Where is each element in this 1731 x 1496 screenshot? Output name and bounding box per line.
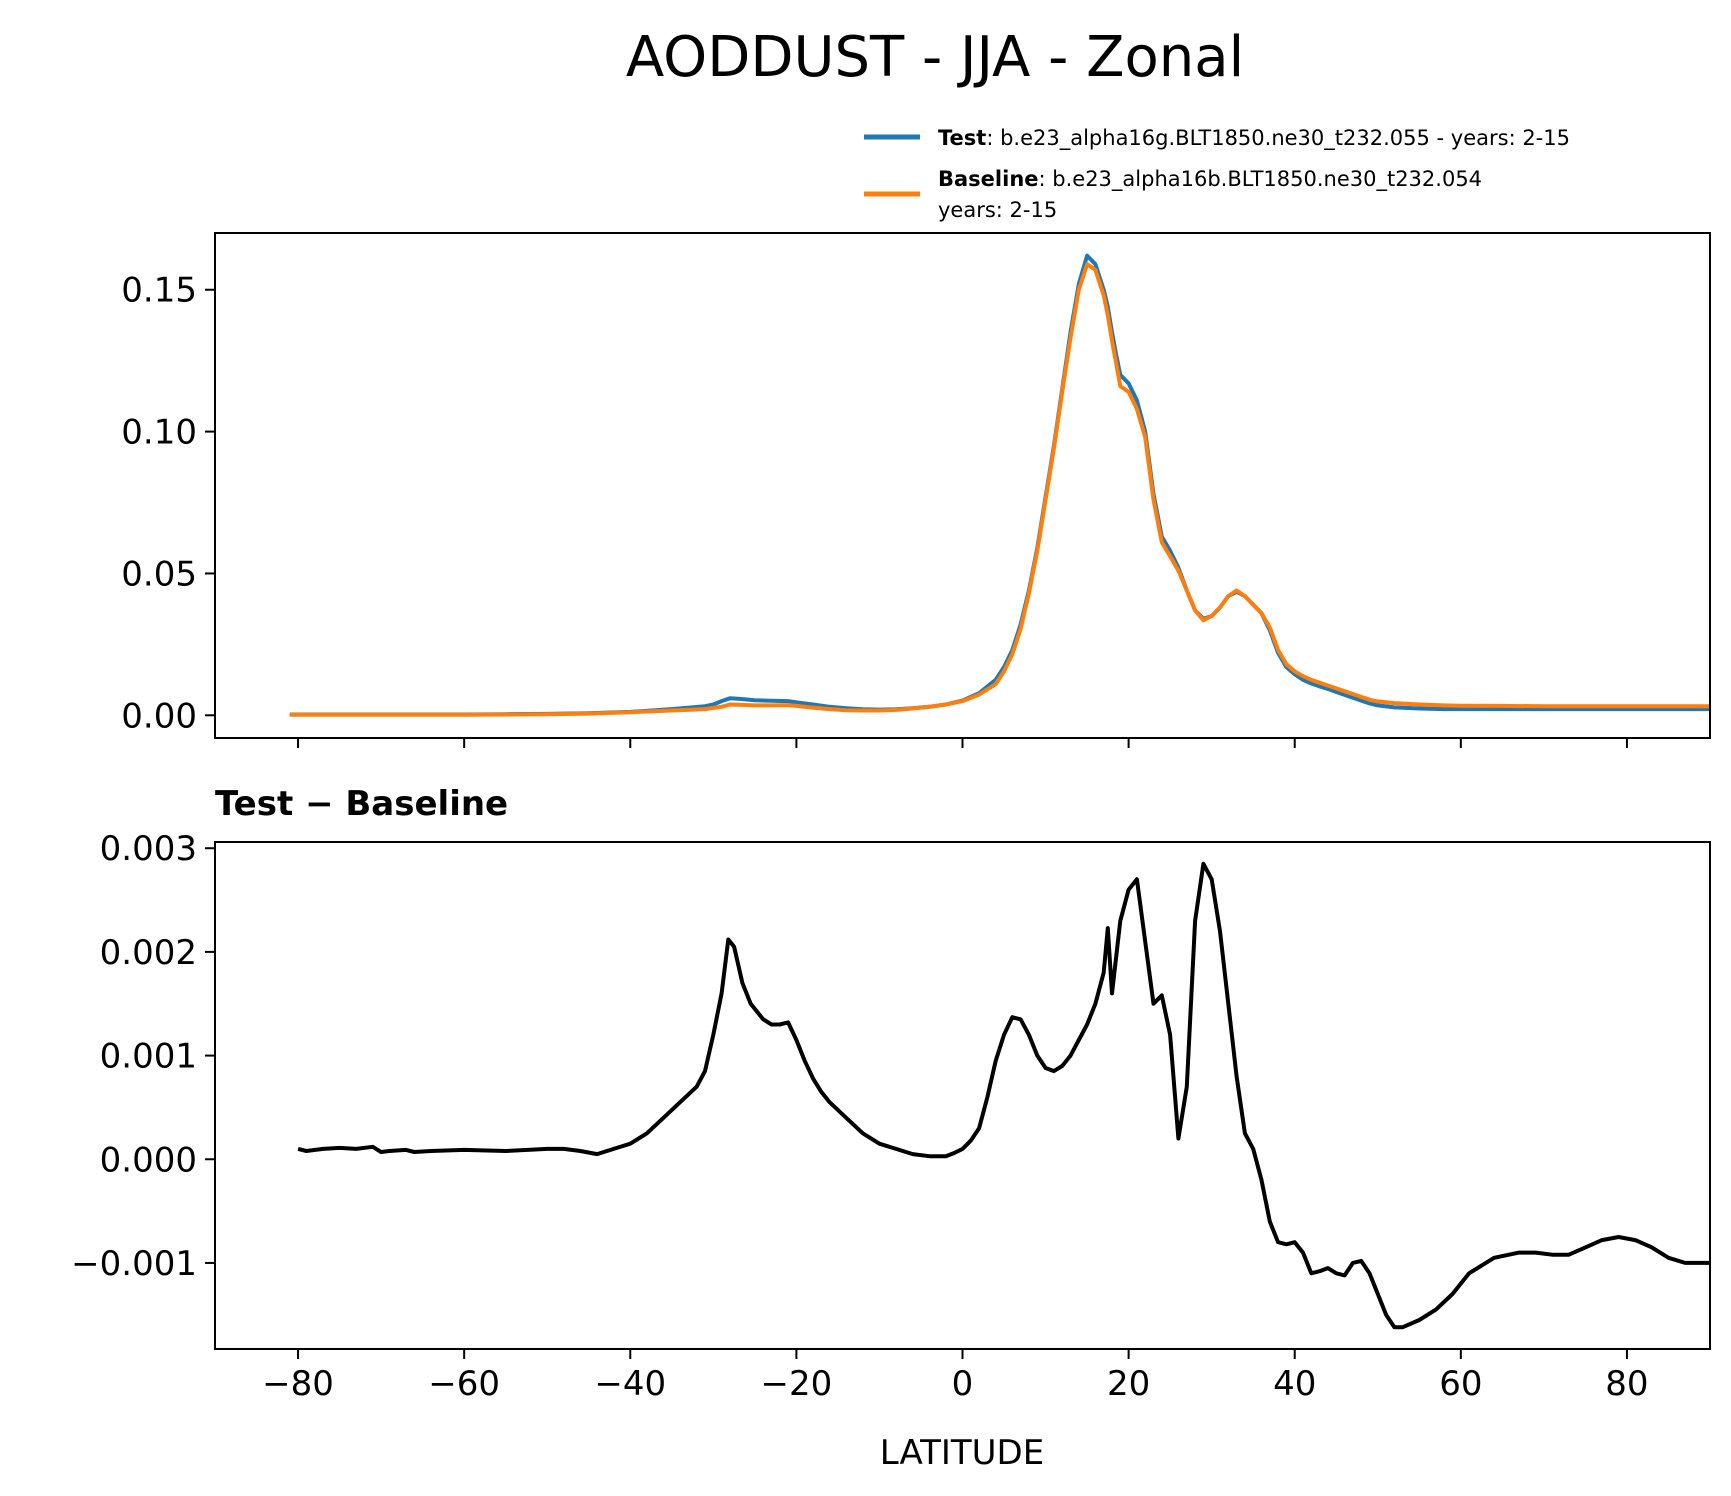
bottom-x-tick-label: −40 [594,1364,666,1404]
top-y-tick-label: 0.10 [121,413,197,453]
bottom-y-tick-label: 0.003 [100,829,197,869]
legend: Test: b.e23_alpha16g.BLT1850.ne30_t232.0… [864,126,1570,222]
bottom-x-tick-label: −80 [262,1364,334,1404]
bottom-panel: −0.001 0.000 0.001 0.002 0.003 −80 −60 −40 −20 0 2… [71,829,1711,1404]
top-series-line-test [289,253,1710,717]
legend-label-baseline-bold: Baseline [938,167,1039,191]
legend-label-test: Test: b.e23_alpha16g.BLT1850.ne30_t232.0… [938,126,1570,151]
bottom-y-tick-label: 0.001 [100,1037,197,1077]
bottom-y-tick-label: −0.001 [71,1244,197,1284]
bottom-y-tick-label: 0.000 [100,1140,197,1180]
bottom-series-line-difference [297,861,1710,1330]
bottom-x-tick-label: −60 [428,1364,500,1404]
top-panel: 0.00 0.05 0.10 0.15 [121,232,1711,748]
bottom-x-tick-label: 60 [1439,1364,1482,1404]
top-y-tick-label: 0.00 [121,696,197,736]
top-axes-frame [214,232,1711,739]
legend-label-baseline-line2: years: 2-15 [938,198,1057,222]
top-y-tick-label: 0.15 [121,271,197,311]
bottom-x-tick-label: 20 [1107,1364,1150,1404]
bottom-y-tick-label: 0.002 [100,933,197,973]
bottom-x-tick-label: 0 [952,1364,974,1404]
bottom-x-tick-label: 40 [1273,1364,1316,1404]
difference-panel-title: Test − Baseline [215,784,508,824]
figure-title: AODDUST - JJA - Zonal [626,25,1244,90]
bottom-x-tick-label: 80 [1605,1364,1648,1404]
bottom-x-tick-label: −20 [761,1364,833,1404]
x-axis-label: LATITUDE [880,1433,1044,1473]
bottom-axes-frame [214,841,1711,1350]
legend-label-baseline-text: : b.e23_alpha16b.BLT1850.ne30_t232.054 [1039,167,1483,192]
legend-label-test-bold: Test [938,126,986,150]
legend-label-test-text: : b.e23_alpha16g.BLT1850.ne30_t232.055 -… [986,126,1570,151]
top-series-line-baseline [289,262,1710,717]
legend-label-baseline: Baseline: b.e23_alpha16b.BLT1850.ne30_t2… [938,167,1482,192]
top-y-tick-label: 0.05 [121,554,197,594]
